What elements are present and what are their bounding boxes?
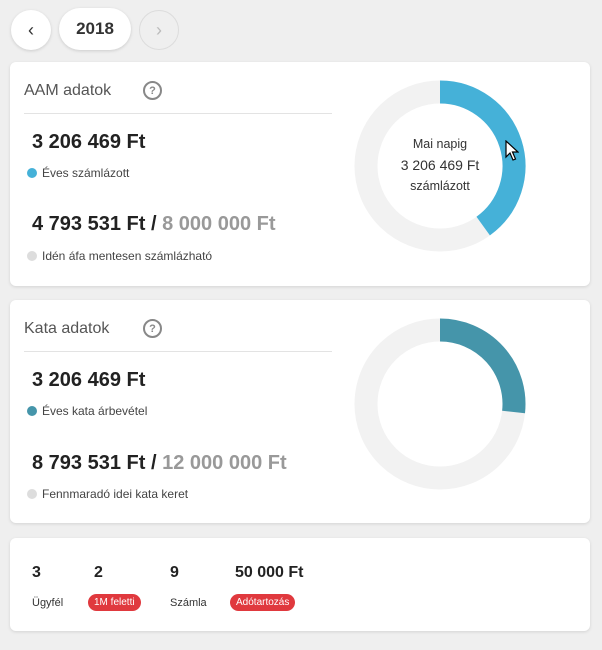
divider — [24, 351, 332, 352]
legend-dot — [27, 168, 37, 178]
kata-donut-arc[interactable] — [439, 318, 526, 414]
separator: / — [145, 452, 163, 474]
legend-dot — [27, 489, 37, 499]
aam-remaining-amounts: 4 793 531 Ft / 8 000 000 Ft — [32, 213, 276, 236]
help-icon[interactable]: ? — [143, 319, 162, 338]
chevron-right-icon: › — [156, 19, 162, 40]
legend-dot — [27, 251, 37, 261]
year-selector[interactable]: 2018 — [59, 8, 131, 50]
stats-card: 3 Ügyfél 2 1M feletti 9 Számla 50 000 Ft… — [10, 538, 590, 631]
help-icon[interactable]: ? — [143, 81, 162, 100]
divider — [24, 113, 332, 114]
aam-donut-center: Mai napig 3 206 469 Ft számlázott — [370, 134, 510, 196]
aam-remaining-legend: Idén áfa mentesen számlázható — [27, 249, 212, 263]
aam-invoiced-label: Éves számlázott — [42, 166, 130, 180]
kata-revenue-amount: 3 206 469 Ft — [32, 369, 146, 391]
kata-card: Kata adatok ? 3 206 469 Ft Éves kata árb… — [10, 300, 590, 523]
aam-remaining-label: Idén áfa mentesen számlázható — [42, 249, 213, 263]
kata-remaining-label: Fennmaradó idei kata keret — [42, 487, 189, 501]
aam-remaining-amount: 4 793 531 Ft — [32, 213, 146, 235]
kata-remaining-amount: 8 793 531 Ft — [32, 452, 146, 474]
aam-card-title: AAM adatok — [24, 82, 112, 99]
kata-revenue-label: Éves kata árbevétel — [42, 404, 148, 418]
clients-label: Ügyfél — [32, 597, 64, 609]
kata-remaining-legend: Fennmaradó idei kata keret — [27, 487, 188, 501]
kata-revenue-legend: Éves kata árbevétel — [27, 404, 147, 418]
year-label: 2018 — [76, 19, 114, 38]
kata-limit-amount: 12 000 000 Ft — [162, 452, 287, 474]
next-year-button[interactable]: › — [139, 10, 179, 50]
aam-invoiced-legend: Éves számlázott — [27, 166, 129, 180]
legend-dot — [27, 406, 37, 416]
invoices-label: Számla — [170, 597, 207, 609]
invoices-count: 9 — [170, 564, 179, 581]
chevron-left-icon: ‹ — [28, 19, 34, 40]
tax-debt-badge[interactable]: Adótartozás — [230, 594, 296, 611]
kata-remaining-amounts: 8 793 531 Ft / 12 000 000 Ft — [32, 452, 287, 475]
aam-donut-arc[interactable] — [439, 80, 526, 236]
donut-center-line3: számlázott — [410, 179, 470, 194]
kata-donut-chart — [354, 318, 526, 490]
tax-debt-amount: 50 000 Ft — [235, 564, 304, 581]
over-1m-count: 2 — [94, 564, 103, 581]
aam-card: AAM adatok ? 3 206 469 Ft Éves számlázot… — [10, 62, 590, 286]
kata-card-title: Kata adatok — [24, 320, 110, 337]
mouse-cursor-icon — [505, 140, 519, 161]
over-1m-badge[interactable]: 1M feletti — [88, 594, 141, 611]
donut-center-amount: 3 206 469 Ft — [400, 157, 480, 173]
prev-year-button[interactable]: ‹ — [11, 10, 51, 50]
separator: / — [145, 213, 163, 235]
donut-center-line1: Mai napig — [412, 137, 468, 151]
clients-count: 3 — [32, 564, 41, 581]
aam-limit-amount: 8 000 000 Ft — [162, 213, 276, 235]
aam-invoiced-amount: 3 206 469 Ft — [32, 131, 146, 153]
aam-donut-chart — [354, 80, 526, 252]
